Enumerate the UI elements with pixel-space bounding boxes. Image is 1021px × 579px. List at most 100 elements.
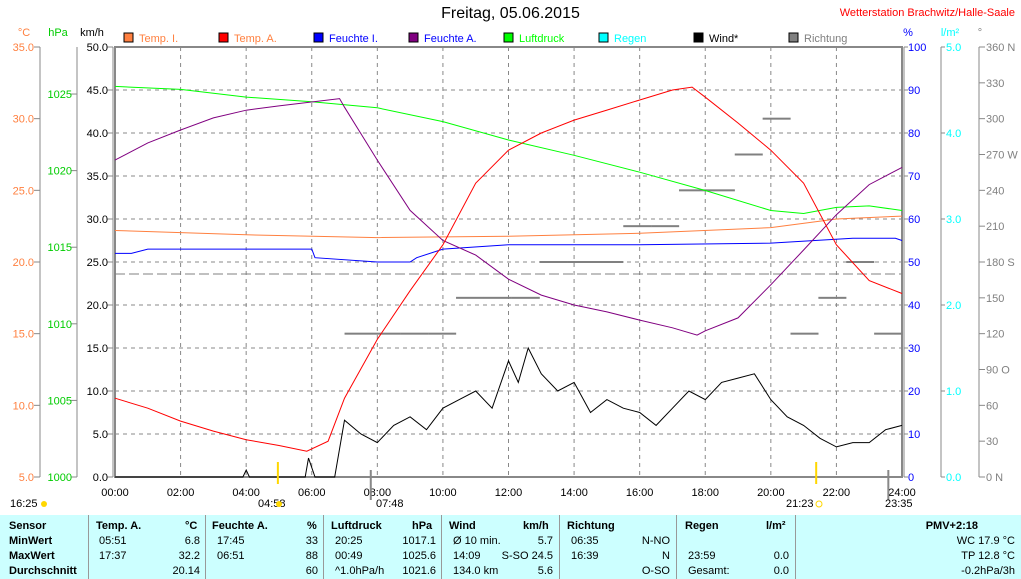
cell-hum-v: 60 <box>305 565 318 577</box>
cell-press-v: 1017.1 <box>402 535 436 547</box>
legend-swatch <box>788 32 799 43</box>
wind-tick-label: 0.0 <box>93 472 108 484</box>
temp-tick-label: 15.0 <box>13 329 34 341</box>
direction-points <box>846 261 875 263</box>
pressure-tick-label: 1015 <box>48 242 72 254</box>
direction-tick-label: 360 N <box>986 42 1015 54</box>
wind-tick-label: 40.0 <box>87 128 108 140</box>
sunrise-time: 04:58 <box>258 498 286 510</box>
humidity-tick-label: 10 <box>908 429 920 441</box>
cell-dir-v: N <box>662 550 670 562</box>
pressure-tick-label: 1005 <box>48 395 72 407</box>
cell-hum-t: 06:51 <box>217 550 245 562</box>
temp-tick-label: 25.0 <box>13 185 34 197</box>
cell-rain-v: 0.0 <box>773 550 789 562</box>
direction-points <box>511 296 540 299</box>
moon-icon <box>41 501 47 507</box>
direction-tick-label: 0 N <box>986 472 1003 484</box>
series-temp-a <box>114 86 903 452</box>
moonset-time: 07:48 <box>376 498 404 510</box>
chart-title: Freitag, 05.06.2015 <box>441 5 580 22</box>
header-press: Luftdruck <box>331 520 382 532</box>
series-feuchte-a <box>114 98 903 336</box>
direction-points <box>734 153 763 156</box>
humidity-tick-label: 80 <box>908 128 920 140</box>
legend-label: Feuchte I. <box>329 33 378 45</box>
temp-axis-unit: °C <box>18 27 30 39</box>
header-wind-unit: km/h <box>523 520 549 532</box>
wind-tick-label: 25.0 <box>87 257 108 269</box>
cell-hum-t: 17:45 <box>217 535 245 547</box>
cell-wind-v: 5.7 <box>537 535 553 547</box>
legend-label: Temp. A. <box>234 33 277 45</box>
cell-temp-v: 32.2 <box>178 550 200 562</box>
humidity-tick-label: 50 <box>908 257 920 269</box>
rain-axis-unit: l/m² <box>941 27 960 39</box>
direction-axis-unit: ° <box>978 27 982 39</box>
direction-tick-label: 120 <box>986 329 1004 341</box>
direction-points <box>456 296 485 299</box>
temp-tick-label: 10.0 <box>13 400 34 412</box>
legend-swatch <box>218 32 229 43</box>
wind-tick-label: 45.0 <box>87 85 108 97</box>
humidity-tick-label: 30 <box>908 343 920 355</box>
legend-swatch <box>408 32 419 43</box>
x-tick-label: 02:00 <box>167 487 195 499</box>
wind-axis-unit: km/h <box>80 27 104 39</box>
direction-points <box>567 261 596 263</box>
legend-swatch <box>313 32 324 43</box>
wind-tick-label: 10.0 <box>87 386 108 398</box>
sun-icon <box>276 501 282 507</box>
x-tick-label: 06:00 <box>298 487 326 499</box>
header-pmv: PMV+2:18 <box>925 520 978 532</box>
cell-dir-t: 16:39 <box>571 550 599 562</box>
rain-tick-label: 0.0 <box>946 472 961 484</box>
x-tick-label: 12:00 <box>495 487 523 499</box>
rain-tick-label: 3.0 <box>946 214 961 226</box>
direction-points <box>762 117 791 120</box>
direction-points <box>539 261 568 263</box>
cell-wind-v: S-SO 24.5 <box>501 550 553 562</box>
cell-label: Durchschnitt <box>9 565 77 577</box>
direction-tick-label: 270 W <box>986 150 1018 162</box>
legend-swatch <box>693 32 704 43</box>
temp-tick-label: 35.0 <box>13 42 34 54</box>
series-wind <box>115 346 903 478</box>
cell-extra: -0.2hPa/3h <box>961 565 1015 577</box>
time-left-label: 16:25 <box>10 498 38 510</box>
humidity-tick-label: 60 <box>908 214 920 226</box>
direction-tick-label: 180 S <box>986 257 1015 269</box>
direction-points <box>344 332 373 335</box>
wind-tick-label: 20.0 <box>87 300 108 312</box>
cell-wind-t: 134.0 km <box>453 565 499 577</box>
cell-temp-v: 6.8 <box>184 535 200 547</box>
direction-tick-label: 240 <box>986 185 1004 197</box>
cell-dir-t: 06:35 <box>571 535 599 547</box>
x-tick-label: 16:00 <box>626 487 654 499</box>
header-rain: Regen <box>685 520 719 532</box>
cell-temp-t: 05:51 <box>99 535 127 547</box>
direction-points <box>372 332 401 335</box>
header-press-unit: hPa <box>412 520 433 532</box>
direction-points <box>651 225 680 228</box>
cell-rain-v: 0.0 <box>773 565 789 577</box>
rain-tick-label: 1.0 <box>946 386 961 398</box>
wind-tick-label: 30.0 <box>87 214 108 226</box>
temp-tick-label: 30.0 <box>13 114 34 126</box>
cell-label: MaxWert <box>9 550 55 562</box>
cell-wind-t: 14:09 <box>453 550 481 562</box>
direction-tick-label: 150 <box>986 293 1004 305</box>
direction-points <box>874 332 903 335</box>
pressure-axis-unit: hPa <box>48 27 68 39</box>
x-tick-label: 10:00 <box>429 487 457 499</box>
direction-points <box>428 332 457 335</box>
cell-hum-v: 88 <box>305 550 318 562</box>
header-dir: Richtung <box>567 520 615 532</box>
direction-tick-label: 30 <box>986 436 998 448</box>
temp-tick-label: 20.0 <box>13 257 34 269</box>
wind-tick-label: 35.0 <box>87 171 108 183</box>
sunset-time: 21:23 <box>786 498 814 510</box>
cell-press-t: 20:25 <box>335 535 363 547</box>
legend-swatch <box>598 32 609 43</box>
header-wind: Wind <box>449 520 476 532</box>
